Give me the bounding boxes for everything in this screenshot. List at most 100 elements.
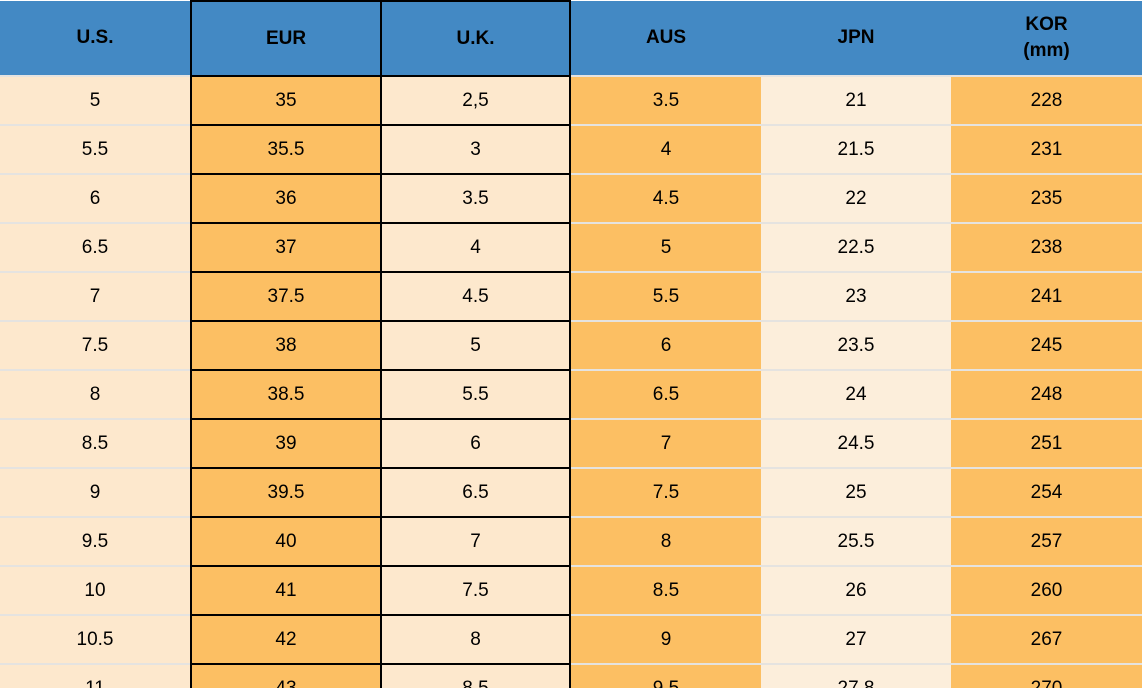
cell-aus: 6.5	[570, 369, 761, 419]
table-row: 6 36 3.5 4.5 22 235	[0, 173, 1142, 224]
cell-jpn: 24	[761, 369, 951, 419]
cell-us: 11	[0, 663, 191, 688]
cell-us: 9.5	[0, 516, 191, 566]
cell-jpn: 23.5	[761, 320, 951, 370]
cell-kor: 251	[951, 418, 1142, 468]
table-row: 7.5 38 5 6 23.5 245	[0, 320, 1142, 371]
cell-uk: 7.5	[380, 565, 571, 616]
cell-aus: 3.5	[570, 75, 761, 125]
cell-kor: 245	[951, 320, 1142, 370]
table-row: 5 35 2,5 3.5 21 228	[0, 75, 1142, 126]
cell-uk: 6.5	[380, 467, 571, 518]
cell-aus: 9.5	[570, 663, 761, 688]
column-header-kor-label: KOR	[1025, 14, 1068, 36]
cell-us: 10.5	[0, 614, 191, 664]
cell-aus: 5.5	[570, 271, 761, 321]
cell-jpn: 22	[761, 173, 951, 223]
cell-kor: 231	[951, 124, 1142, 174]
cell-aus: 6	[570, 320, 761, 370]
cell-uk: 5.5	[380, 369, 571, 420]
cell-us: 8.5	[0, 418, 191, 468]
cell-eur: 41	[190, 565, 382, 616]
column-header-kor: KOR (mm)	[951, 1, 1142, 76]
cell-eur: 40	[190, 516, 382, 567]
header-row: U.S. EUR U.K. AUS JPN KOR (mm)	[0, 0, 1142, 77]
cell-us: 10	[0, 565, 191, 615]
cell-kor: 238	[951, 222, 1142, 272]
cell-uk: 3.5	[380, 173, 571, 224]
cell-jpn: 22.5	[761, 222, 951, 272]
cell-eur: 43	[190, 663, 382, 688]
cell-jpn: 21	[761, 75, 951, 125]
cell-kor: 235	[951, 173, 1142, 223]
table-row: 11438.59.527.8270	[0, 663, 1142, 688]
cell-eur: 39.5	[190, 467, 382, 518]
cell-uk: 5	[380, 320, 571, 371]
cell-jpn: 25.5	[761, 516, 951, 566]
cell-kor: 254	[951, 467, 1142, 517]
table-row: 10 41 7.5 8.5 26 260	[0, 565, 1142, 616]
cell-aus: 5	[570, 222, 761, 272]
cell-jpn: 25	[761, 467, 951, 517]
table-row: 8.5 39 6 7 24.5 251	[0, 418, 1142, 469]
cell-kor: 260	[951, 565, 1142, 615]
cell-jpn: 27	[761, 614, 951, 664]
cell-eur: 35.5	[190, 124, 382, 175]
column-header-uk: U.K.	[380, 0, 571, 77]
cell-kor: 248	[951, 369, 1142, 419]
cell-jpn: 26	[761, 565, 951, 615]
cell-aus: 7	[570, 418, 761, 468]
cell-us: 9	[0, 467, 191, 517]
cell-uk: 2,5	[380, 75, 571, 126]
cell-uk: 7	[380, 516, 571, 567]
cell-uk: 3	[380, 124, 571, 175]
cell-uk: 8.5	[380, 663, 571, 688]
cell-kor: 241	[951, 271, 1142, 321]
cell-jpn: 21.5	[761, 124, 951, 174]
cell-eur: 37.5	[190, 271, 382, 322]
cell-eur: 38	[190, 320, 382, 371]
cell-aus: 9	[570, 614, 761, 664]
cell-us: 6.5	[0, 222, 191, 272]
cell-eur: 39	[190, 418, 382, 469]
cell-eur: 37	[190, 222, 382, 273]
cell-uk: 4	[380, 222, 571, 273]
table-row: 8 38.5 5.5 6.5 24 248	[0, 369, 1142, 420]
column-header-jpn: JPN	[761, 1, 951, 76]
cell-us: 8	[0, 369, 191, 419]
cell-aus: 8	[570, 516, 761, 566]
column-header-aus: AUS	[570, 1, 761, 76]
cell-jpn: 23	[761, 271, 951, 321]
table-row: 6.5 37 4 5 22.5 238	[0, 222, 1142, 273]
table-row: 9.5 40 7 8 25.5 257	[0, 516, 1142, 567]
cell-kor: 267	[951, 614, 1142, 664]
cell-eur: 36	[190, 173, 382, 224]
cell-eur: 38.5	[190, 369, 382, 420]
table-row: 10.5 42 8 9 27 267	[0, 614, 1142, 665]
column-header-eur: EUR	[190, 0, 382, 77]
cell-kor: 270	[951, 663, 1142, 688]
cell-uk: 8	[380, 614, 571, 665]
column-header-us: U.S.	[0, 1, 191, 76]
cell-aus: 4	[570, 124, 761, 174]
table-row: 5.5 35.5 3 4 21.5 231	[0, 124, 1142, 175]
cell-us: 7	[0, 271, 191, 321]
cell-aus: 4.5	[570, 173, 761, 223]
cell-jpn: 24.5	[761, 418, 951, 468]
cell-eur: 42	[190, 614, 382, 665]
cell-us: 6	[0, 173, 191, 223]
cell-kor: 228	[951, 75, 1142, 125]
cell-uk: 6	[380, 418, 571, 469]
cell-us: 5.5	[0, 124, 191, 174]
cell-aus: 7.5	[570, 467, 761, 517]
table-row: 9 39.5 6.5 7.5 25 254	[0, 467, 1142, 518]
table-row: 7 37.5 4.5 5.5 23 241	[0, 271, 1142, 322]
cell-us: 5	[0, 75, 191, 125]
cell-jpn: 27.8	[761, 663, 951, 688]
cell-uk: 4.5	[380, 271, 571, 322]
cell-eur: 35	[190, 75, 382, 126]
column-header-kor-unit: (mm)	[1023, 40, 1070, 61]
cell-us: 7.5	[0, 320, 191, 370]
